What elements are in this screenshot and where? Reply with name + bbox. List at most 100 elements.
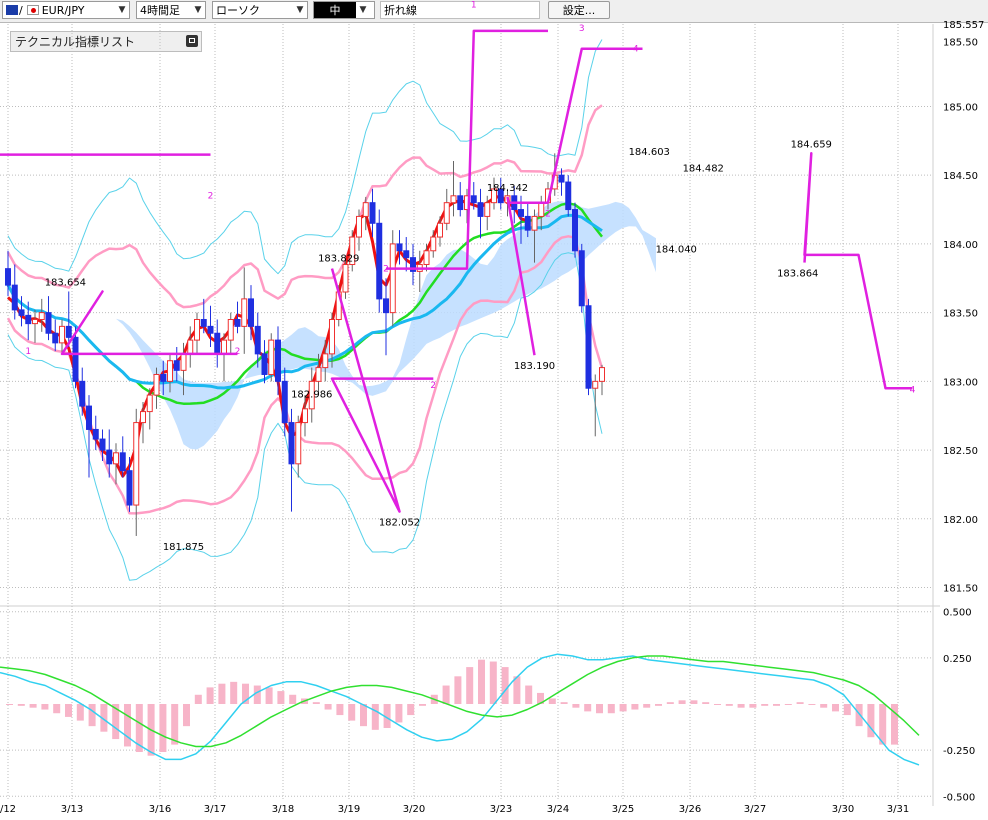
macd-histogram-bar [29, 704, 37, 708]
zigzag-label: 4 [910, 385, 916, 395]
candle [99, 429, 106, 462]
candle-body [585, 305, 592, 389]
settings-button[interactable]: 設定... [548, 1, 610, 19]
candle-body [565, 181, 572, 211]
macd-histogram-bar [17, 704, 25, 706]
macd-histogram-bar [749, 704, 757, 708]
candle [403, 237, 410, 272]
timeframe-value: 4時間足 [140, 4, 180, 17]
candle-body [322, 353, 329, 369]
x-tick-label: /12 [0, 804, 16, 815]
signal-line [0, 655, 920, 748]
macd-histogram-bar [183, 704, 190, 727]
macd-line [0, 653, 920, 766]
bollinger-lower-2 [6, 235, 604, 515]
macd-histogram-bar [796, 702, 804, 704]
price-annotation: 184.659 [791, 139, 832, 150]
macd-histogram-bar [407, 704, 415, 716]
zigzag-line [803, 152, 913, 390]
candle-body [200, 318, 207, 327]
candle-body [572, 209, 578, 252]
macd-histogram-bar [218, 683, 226, 704]
candle-body [457, 195, 464, 211]
macd-histogram-bar [773, 704, 780, 706]
osc-y-tick-label: 0.500 [943, 608, 972, 619]
candle [470, 182, 477, 210]
symbol-select[interactable]: / EUR/JPY ▼ [2, 1, 130, 19]
price-annotation: 183.190 [514, 361, 555, 372]
candle [383, 278, 389, 356]
macd-histogram-bar [41, 704, 49, 710]
macd-histogram-bar [843, 704, 851, 716]
price-annotation: 184.342 [487, 183, 528, 194]
candle-body [484, 202, 491, 217]
macd-histogram-bar [206, 687, 214, 704]
technical-indicator-list[interactable]: テクニカル指標リスト [10, 31, 202, 52]
kijun-line [6, 213, 603, 390]
macd-histogram-bar [867, 704, 875, 738]
candle-body [558, 174, 565, 183]
x-tick-label: 3/19 [338, 804, 360, 815]
candle-body [430, 236, 437, 252]
candle-body [153, 373, 160, 396]
macd-histogram-bar [442, 685, 450, 704]
candle-body [86, 405, 92, 430]
candle-body [254, 325, 261, 355]
candle-body [443, 202, 450, 224]
candle [491, 177, 497, 210]
line-width-select[interactable]: 中 ▼ [313, 1, 375, 19]
macd-histogram-bar [560, 702, 568, 704]
candle-body [126, 470, 133, 506]
chart-style-select[interactable]: ローソク ▼ [212, 1, 308, 19]
restore-icon[interactable] [186, 35, 198, 47]
candle [572, 202, 578, 258]
candle [248, 285, 254, 341]
line-width-value: 中 [314, 2, 356, 18]
candle [32, 309, 38, 343]
zigzag-label: 1 [471, 1, 477, 11]
y-tick-label: 183.00 [943, 377, 978, 388]
zigzag-label: 2 [430, 381, 436, 391]
candle [275, 326, 281, 396]
macd-histogram-bar [454, 676, 462, 704]
candle [79, 367, 86, 416]
macd-histogram-bar [478, 659, 485, 704]
candle [140, 401, 146, 444]
candle [72, 326, 79, 389]
indicator-field[interactable]: 折れ線 [380, 1, 540, 19]
candle-body [403, 250, 410, 259]
candle [450, 161, 457, 217]
chevron-down-icon: ▼ [194, 5, 202, 15]
candle [578, 243, 585, 313]
candle-body [92, 428, 99, 440]
osc-y-tick-label: 0.250 [943, 654, 972, 665]
candle [187, 326, 194, 368]
macd-histogram-bar [690, 700, 698, 704]
chart-style-value: ローソク [216, 4, 260, 17]
candle [45, 296, 52, 341]
candle [356, 209, 362, 251]
candle [524, 202, 531, 238]
candle-body [538, 202, 545, 217]
candle [113, 443, 119, 485]
y-tick-label: 183.50 [943, 309, 978, 320]
price-annotation: 182.052 [379, 518, 420, 529]
price-annotation: 184.482 [683, 164, 724, 175]
candle-body [160, 373, 167, 382]
candle-body [518, 209, 524, 217]
candle [329, 312, 335, 368]
candle [376, 209, 383, 313]
candle [200, 298, 207, 334]
timeframe-select[interactable]: 4時間足 ▼ [136, 1, 206, 19]
bollinger-upper-2 [6, 104, 603, 309]
macd-histogram-bar [124, 704, 131, 747]
macd-histogram-bar [135, 704, 143, 752]
macd-histogram-bar [737, 704, 745, 708]
macd-histogram-bar [584, 704, 592, 712]
macd-histogram-bar [678, 700, 686, 704]
y-tick-label: 185.50 [943, 38, 978, 49]
jp-flag-icon [26, 5, 39, 15]
macd-histogram-bar [466, 667, 474, 704]
x-tick-label: 3/26 [679, 804, 701, 815]
